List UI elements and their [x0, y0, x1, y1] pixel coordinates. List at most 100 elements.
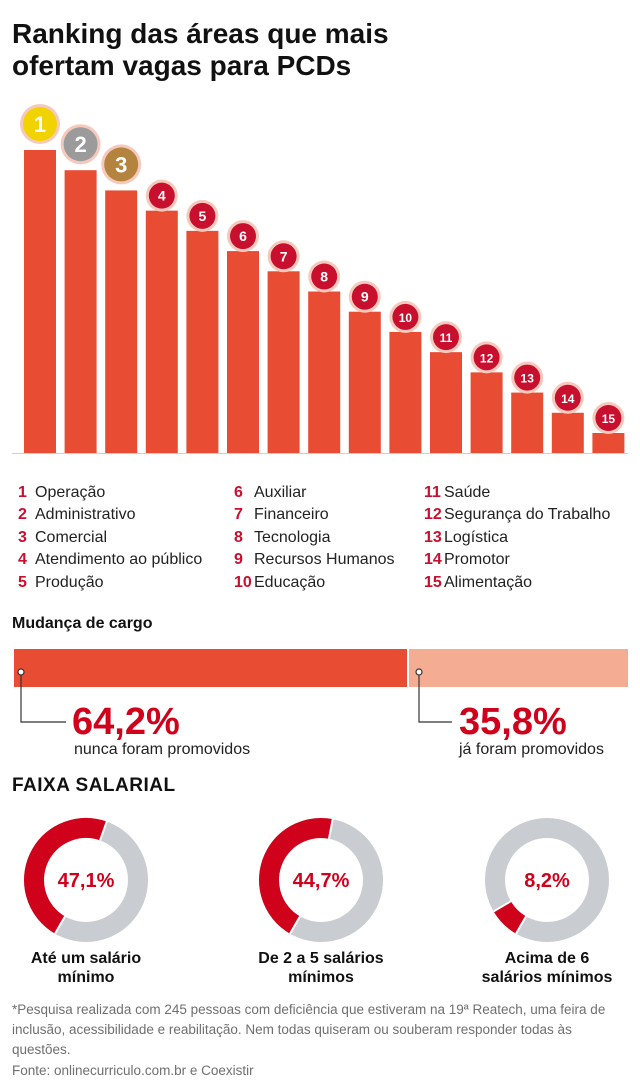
bar [348, 311, 381, 453]
rank-badge [595, 405, 622, 431]
connector-never-dot [17, 668, 25, 676]
bar [105, 190, 138, 453]
donut-separator [493, 900, 512, 913]
legend-item: 14 Promotor [424, 549, 610, 571]
donut-caption-line1: De 2 a 5 salários [258, 950, 384, 967]
promotion-bar-divider [406, 649, 409, 687]
rank-badge [230, 223, 256, 250]
donut-chart: 8,2% [485, 818, 609, 942]
rank-badge [63, 127, 98, 162]
rank-badge-label: 8 [320, 269, 328, 285]
legend-rank: 2 [18, 506, 27, 524]
legend-item: 6 Auxiliar [234, 482, 395, 504]
rank-badge-label: 1 [34, 112, 46, 137]
donut-caption-line1: Até um salário [30, 950, 142, 967]
source: Fonte: onlinecurriculo.com.br e Coexisti… [12, 1063, 254, 1078]
legend-item: 4 Atendimento ao público [18, 549, 202, 571]
legend-item: 5 Produção [18, 572, 202, 594]
rank-badge [514, 364, 541, 391]
donut-caption-line1: Acima de 6 [504, 950, 590, 967]
rank-badge-label: 9 [361, 289, 369, 305]
bar [470, 372, 503, 453]
rank-badge [351, 283, 378, 310]
rank-badge-label: 15 [602, 412, 616, 426]
legend-item: 3 Comercial [18, 527, 202, 549]
rank-badge-label: 3 [115, 152, 127, 177]
salary-donut-1: 47,1% Até um salário mínimo [0, 815, 186, 987]
legend-item: 8 Tecnologia [234, 527, 395, 549]
legend-rank: 5 [18, 573, 27, 591]
legend-label: Saúde [444, 484, 491, 501]
legend-label: Logística [444, 528, 509, 546]
legend-item: 12 Segurança do Trabalho [424, 504, 610, 526]
donut-separator [515, 915, 527, 935]
rank-badge-label: 2 [74, 132, 86, 157]
donut-caption-line2: mínimo [57, 969, 115, 986]
title-line-2: ofertam vagas para PCDs [12, 50, 352, 81]
rank-badge-label: 11 [440, 331, 453, 345]
donut-chart: 44,7% [259, 818, 383, 942]
page-title: Ranking das áreas que mais ofertam vagas… [12, 18, 532, 82]
legend-rank: 12 [424, 506, 442, 524]
connector-already [418, 672, 452, 723]
legend-rank: 14 [424, 551, 442, 569]
legend-label: Comercial [35, 528, 108, 546]
donut-percent: 47,1% [58, 870, 115, 892]
rank-badge [23, 107, 57, 141]
title-line-1: Ranking das áreas que mais [12, 18, 389, 49]
rank-badge-label: 4 [158, 188, 166, 204]
promotion-bar-already-promoted [408, 649, 628, 687]
donut-separator [99, 821, 108, 841]
rank-badge [189, 202, 216, 229]
legend-label: Educação [254, 573, 326, 591]
salary-section-title: FAIXA SALARIAL [12, 775, 176, 796]
bar [592, 433, 625, 453]
donut-separator [54, 915, 66, 935]
legend-item: 9 Recursos Humanos [234, 549, 395, 571]
promotion-section-title: Mudança de cargo [12, 615, 153, 632]
donut-caption: Acima de 6 salários mínimos [447, 949, 640, 987]
legend-rank: 9 [234, 551, 243, 569]
bar [64, 170, 97, 453]
legend-label: Segurança do Trabalho [444, 506, 611, 524]
promotion-bar-never-promoted [14, 649, 407, 687]
salary-donut-3: 8,2% Acima de 6 salários mínimos [447, 815, 640, 987]
never-promoted-caption: nunca foram promovidos [74, 741, 251, 758]
legend-rank: 8 [234, 528, 243, 546]
legend-label: Operação [35, 484, 106, 501]
legend-label: Produção [35, 573, 104, 591]
rank-badge [554, 384, 581, 411]
rank-badge [392, 303, 419, 330]
legend-label: Alimentação [444, 573, 533, 591]
legend-rank: 4 [18, 551, 27, 569]
rank-badge-label: 7 [280, 248, 288, 264]
bar [511, 392, 544, 453]
bar [389, 331, 422, 453]
bar [186, 230, 219, 453]
legend-label: Auxiliar [254, 484, 307, 501]
rank-badge [311, 263, 338, 290]
legend-rank: 11 [424, 484, 441, 501]
promotion-stacked-bar [14, 649, 628, 687]
connector-never [20, 672, 66, 723]
bar [145, 210, 178, 453]
legend-label: Financeiro [254, 506, 329, 524]
donut-percent: 8,2% [524, 870, 570, 892]
legend-rank: 3 [18, 528, 27, 546]
rank-badge-label: 14 [561, 392, 575, 406]
rank-badge [433, 324, 459, 351]
legend-label: Promotor [444, 551, 510, 569]
rank-badge [270, 243, 297, 270]
bar [267, 271, 300, 453]
bar [227, 251, 259, 453]
legend-label: Recursos Humanos [254, 551, 395, 569]
rank-badge-label: 6 [239, 228, 247, 244]
legend-item: 1 Operação [18, 482, 202, 504]
donut-rest [485, 818, 609, 942]
donut-caption-line2: mínimos [288, 969, 354, 986]
footnote: *Pesquisa realizada com 245 pessoas com … [12, 1002, 606, 1057]
legend-rank: 7 [234, 506, 243, 524]
bar [551, 412, 584, 453]
legend-rank: 10 [234, 573, 252, 591]
